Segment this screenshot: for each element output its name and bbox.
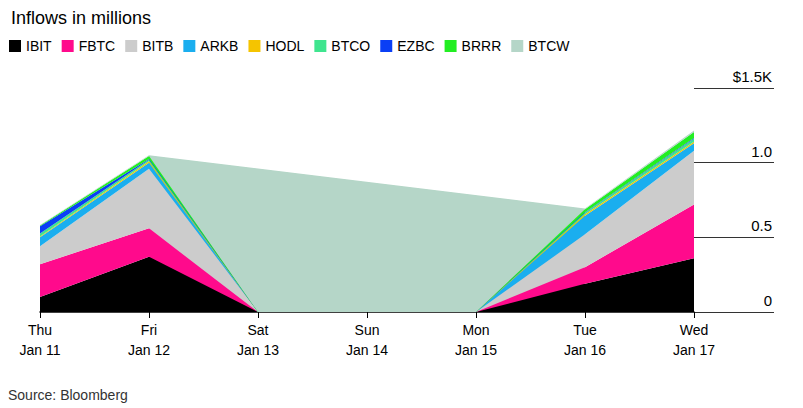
svg-text:Thu: Thu — [28, 322, 52, 338]
svg-text:BITB: BITB — [142, 38, 173, 54]
svg-text:Sat: Sat — [247, 322, 268, 338]
svg-text:Inflows in millions: Inflows in millions — [11, 8, 151, 28]
svg-text:Jan 15: Jan 15 — [455, 342, 497, 358]
svg-text:0: 0 — [764, 292, 772, 309]
svg-text:HODL: HODL — [265, 38, 304, 54]
svg-text:EZBC: EZBC — [397, 38, 434, 54]
svg-text:Jan 11: Jan 11 — [20, 342, 61, 358]
svg-text:Mon: Mon — [462, 322, 489, 338]
svg-text:Jan 12: Jan 12 — [128, 342, 170, 358]
svg-text:0.5: 0.5 — [751, 217, 772, 234]
svg-text:Source: Bloomberg: Source: Bloomberg — [8, 387, 128, 403]
svg-text:Jan 14: Jan 14 — [346, 342, 388, 358]
svg-text:ARKB: ARKB — [200, 38, 238, 54]
svg-text:BRRR: BRRR — [462, 38, 502, 54]
svg-text:BTCW: BTCW — [528, 38, 570, 54]
svg-text:Jan 16: Jan 16 — [564, 342, 606, 358]
svg-text:Fri: Fri — [141, 322, 157, 338]
svg-text:FBTC: FBTC — [79, 38, 116, 54]
svg-text:1.0: 1.0 — [751, 143, 772, 160]
svg-text:IBIT: IBIT — [26, 38, 52, 54]
svg-text:Sun: Sun — [355, 322, 380, 338]
svg-text:Jan 17: Jan 17 — [673, 342, 715, 358]
svg-text:Tue: Tue — [573, 322, 597, 338]
svg-text:$1.5K: $1.5K — [733, 68, 772, 85]
svg-text:Wed: Wed — [680, 322, 709, 338]
svg-text:Jan 13: Jan 13 — [237, 342, 279, 358]
svg-text:BTCO: BTCO — [331, 38, 370, 54]
